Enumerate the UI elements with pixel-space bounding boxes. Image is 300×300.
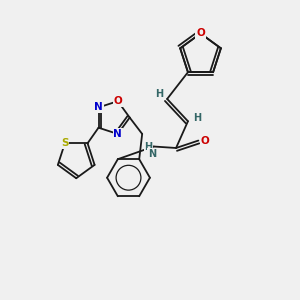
Text: S: S: [61, 138, 69, 148]
Text: H: H: [155, 89, 163, 100]
Text: O: O: [196, 28, 205, 38]
Text: N: N: [113, 129, 122, 139]
Text: H: H: [194, 113, 202, 123]
Text: O: O: [113, 96, 122, 106]
Text: N: N: [94, 102, 103, 112]
Text: N: N: [148, 149, 156, 159]
Text: H: H: [144, 142, 152, 152]
Text: O: O: [200, 136, 209, 146]
